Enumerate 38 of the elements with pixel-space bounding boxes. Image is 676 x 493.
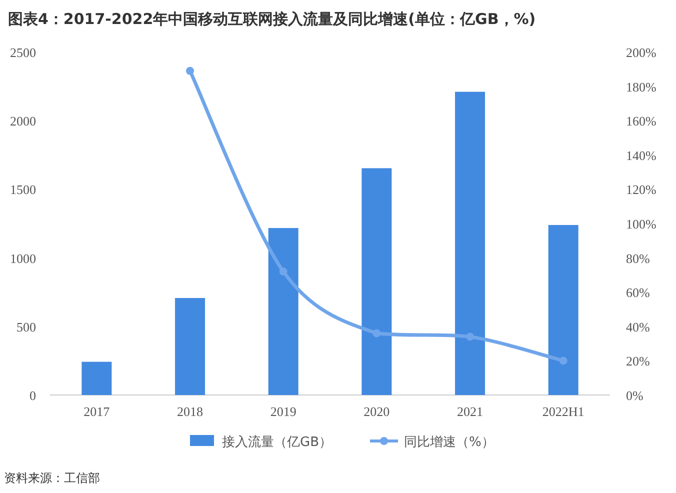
- x-tick-label: 2021: [457, 404, 483, 419]
- bar: [548, 225, 578, 395]
- bar: [362, 168, 392, 395]
- legend-label: 接入流量（亿GB）: [222, 434, 332, 450]
- x-tick-label: 2020: [364, 404, 390, 419]
- y2-tick-label: 0%: [626, 388, 644, 403]
- y-tick-label: 1000: [10, 250, 36, 266]
- x-tick-label: 2017: [84, 404, 110, 419]
- y2-tick-label: 140%: [626, 148, 656, 163]
- text: 资料来源：工信部: [4, 471, 100, 485]
- point: [279, 268, 288, 276]
- bar: [82, 362, 112, 395]
- y-tick-label: 500: [16, 319, 36, 334]
- bar: [455, 92, 485, 395]
- y2-tick-label: 200%: [626, 45, 656, 60]
- x-tick-label: 2019: [270, 404, 296, 419]
- point: [186, 66, 194, 75]
- point: [466, 332, 474, 341]
- y-tick-label: 0: [30, 388, 36, 403]
- y-tick-label: 2000: [10, 114, 36, 129]
- legend-label: 同比增速（%）: [404, 435, 494, 450]
- point: [559, 356, 568, 365]
- y2-tick-label: 160%: [626, 114, 656, 129]
- x-tick-label: 2022H1: [542, 404, 584, 419]
- chart-title: 图表4：2017-2022年中国移动互联网接入流量及同比增速(单位：亿GB，%): [8, 10, 536, 28]
- y2-tick-label: 40%: [626, 319, 650, 334]
- y-tick-label: 1500: [10, 182, 36, 198]
- point: [372, 329, 381, 338]
- y-tick-label: 2500: [10, 45, 36, 60]
- y2-tick-label: 80%: [626, 250, 650, 266]
- bar: [268, 228, 298, 395]
- bar: [175, 298, 205, 395]
- x-tick-label: 2018: [177, 404, 203, 419]
- y2-tick-label: 60%: [626, 285, 650, 300]
- y2-tick-label: 120%: [626, 182, 656, 198]
- y2-tick-label: 180%: [626, 79, 656, 94]
- y2-tick-label: 20%: [626, 354, 650, 369]
- y2-tick-label: 100%: [626, 216, 656, 232]
